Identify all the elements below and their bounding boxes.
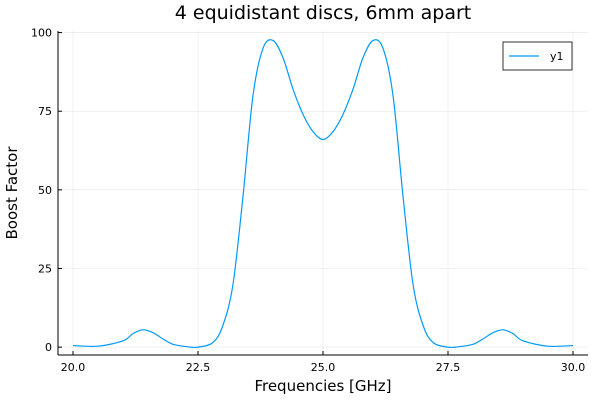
y-tick-label: 100 bbox=[31, 27, 52, 40]
x-tick-label: 20.0 bbox=[61, 361, 86, 374]
x-tick-label: 25.0 bbox=[311, 361, 336, 374]
y-tick-label: 75 bbox=[38, 105, 52, 118]
grid-lines bbox=[58, 31, 588, 355]
legend-label-y1: y1 bbox=[550, 50, 564, 63]
y-axis-label: Boost Factor bbox=[3, 146, 21, 240]
y-tick-label: 25 bbox=[38, 262, 52, 275]
x-axis-label: Frequencies [GHz] bbox=[254, 377, 391, 395]
x-axis-ticks: 20.0 22.5 25.0 27.5 30.0 bbox=[61, 351, 586, 374]
series-line-y1 bbox=[72, 39, 574, 349]
chart-title: 4 equidistant discs, 6mm apart bbox=[175, 2, 471, 24]
y-tick-label: 50 bbox=[38, 184, 52, 197]
y-tick-label: 0 bbox=[45, 341, 52, 354]
y-axis-ticks: 0 25 50 75 100 bbox=[31, 27, 62, 354]
x-tick-label: 22.5 bbox=[186, 361, 211, 374]
legend: y1 bbox=[502, 41, 573, 71]
x-tick-label: 30.0 bbox=[561, 361, 586, 374]
x-tick-label: 27.5 bbox=[436, 361, 461, 374]
